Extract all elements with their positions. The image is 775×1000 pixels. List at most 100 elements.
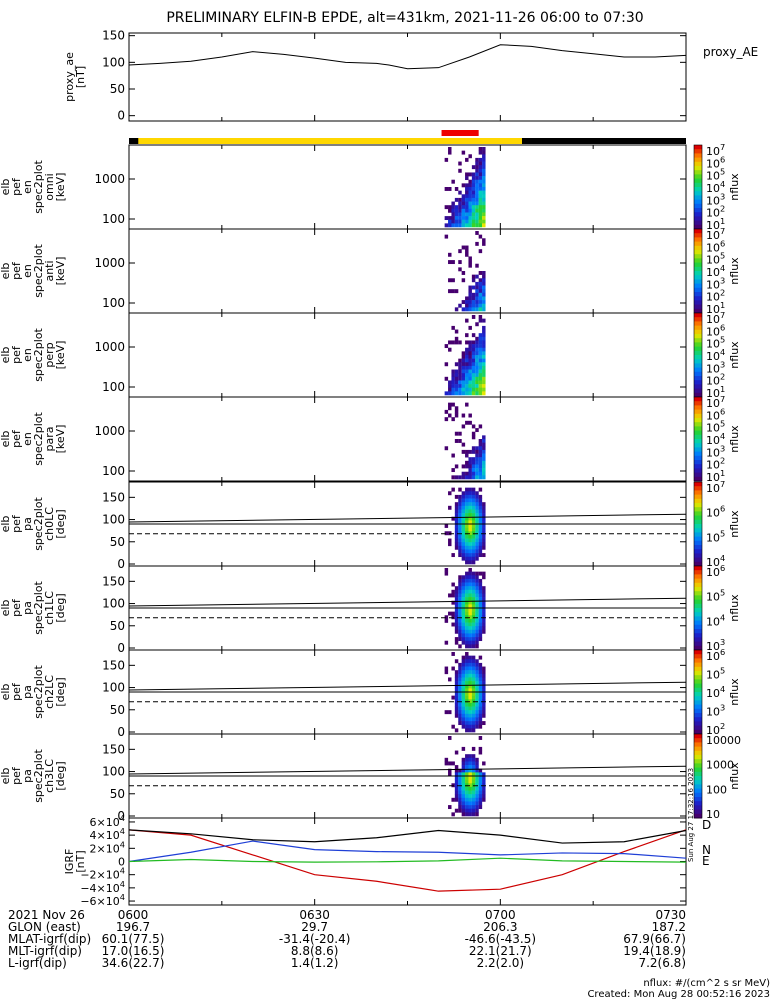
panel-perp-cbar-cell bbox=[694, 388, 702, 394]
panel-perp-cell bbox=[475, 351, 479, 356]
panel-anti-cell bbox=[482, 292, 486, 297]
panel-ch2LC-cell bbox=[468, 677, 472, 682]
panel-perp-cell bbox=[478, 340, 483, 345]
panel-perp-cell bbox=[465, 384, 469, 389]
panel-ch3LC-cell bbox=[468, 786, 472, 791]
panel-ch2LC-cell bbox=[468, 728, 472, 733]
panel-para-cell bbox=[458, 475, 462, 480]
panel-para-cbar-label: 101 bbox=[706, 468, 725, 484]
panel-ch2LC-cell bbox=[454, 673, 459, 678]
panel-omni-cbar-cell bbox=[694, 187, 702, 192]
panel-ch2LC-cell bbox=[465, 673, 469, 678]
panel-ch3LC-cell bbox=[451, 783, 455, 788]
panel-ch2LC-cell bbox=[475, 706, 479, 711]
panel-perp-cbar-cell bbox=[694, 325, 702, 331]
panel-ch2LC-cell bbox=[458, 670, 462, 675]
panel-ch2LC-cell bbox=[461, 717, 466, 722]
panel-perp-cell bbox=[448, 391, 452, 396]
panel-ch2LC-cell bbox=[458, 710, 462, 715]
panel-omni-cell bbox=[468, 154, 472, 159]
panel-ch1LC-cell bbox=[454, 626, 459, 631]
panel-omni-cell bbox=[471, 187, 476, 191]
panel-ch2LC-cbar-cell bbox=[694, 725, 702, 731]
panel-ch1LC-cbar-cell bbox=[694, 612, 702, 617]
panel-ch2LC-cell bbox=[451, 724, 455, 729]
panel-ch0LC-cell bbox=[475, 538, 479, 543]
panel-perp-ylabel-line: en bbox=[21, 348, 34, 362]
panel-perp-cell bbox=[482, 340, 486, 345]
panel-ch3LC-cell bbox=[478, 772, 483, 777]
panel-ch3LC-cell bbox=[458, 808, 462, 813]
panel-ch2LC-cell bbox=[471, 728, 476, 733]
panel-ch2LC-cbar-cell bbox=[694, 666, 702, 672]
panel-perp-cell bbox=[468, 384, 472, 389]
panel-omni-cell bbox=[471, 190, 476, 195]
panel-ch0LC-cbar-cell bbox=[694, 561, 702, 567]
panel-omni-zunit: nflux bbox=[728, 173, 741, 201]
panel-omni-ylabel-line: spec2plot bbox=[32, 160, 45, 214]
panel-ch1LC-cell bbox=[478, 608, 483, 612]
panel-perp-cell bbox=[458, 362, 462, 367]
panel-ch2LC-ytick-label: 150 bbox=[102, 658, 125, 672]
panel-ch0LC-cell bbox=[468, 534, 472, 539]
panel-anti-cell bbox=[444, 234, 449, 239]
panel-omni-cell bbox=[475, 172, 479, 177]
panel-ch0LC-ytick-label: 50 bbox=[110, 535, 125, 549]
panel-omni-cell bbox=[465, 208, 469, 213]
panel-anti-cell bbox=[482, 303, 486, 308]
panel-omni-cell bbox=[475, 205, 479, 210]
panel-para-cbar-cell bbox=[694, 464, 702, 469]
plot-title: PRELIMINARY ELFIN-B EPDE, alt=431km, 202… bbox=[166, 10, 643, 26]
panel-ch2LC-cell bbox=[482, 684, 486, 689]
panel-anti-cbar-label: 107 bbox=[706, 226, 725, 242]
panel-para-cell bbox=[468, 420, 472, 425]
panel-ch1LC-cell bbox=[461, 600, 466, 605]
panel-ch2LC-cell bbox=[471, 695, 476, 700]
panel-ch3LC-ytick-label: 0 bbox=[117, 809, 125, 823]
panel-ch3LC-cell bbox=[471, 805, 476, 810]
panel-perp-cell bbox=[468, 373, 472, 378]
panel-anti-cell bbox=[468, 296, 472, 301]
panel-ch0LC-cbar-cell bbox=[694, 494, 702, 500]
panel-ch3LC-cell bbox=[448, 768, 452, 773]
panel-omni-cell bbox=[458, 168, 462, 173]
panel-perp-cell bbox=[444, 362, 449, 367]
panel-ch1LC-cell bbox=[458, 597, 462, 602]
panel-ch3LC-ytick-label: 150 bbox=[102, 742, 125, 756]
panel-ch0LC-cell bbox=[461, 491, 466, 496]
panel-ch0LC-cell bbox=[468, 487, 472, 492]
panel-ch2LC-cell bbox=[461, 666, 466, 671]
panel-ch3LC-cell bbox=[468, 783, 472, 788]
panel-perp-cell bbox=[471, 333, 476, 338]
panel-ch2LC-cell bbox=[465, 724, 469, 729]
panel-ch3LC-cell bbox=[475, 812, 479, 817]
panel-ch0LC-cell bbox=[458, 524, 462, 528]
panel-ch1LC-cbar-cell bbox=[694, 633, 702, 638]
panel-anti-cbar-label: 103 bbox=[706, 275, 725, 291]
panel-ch2LC-cell bbox=[444, 670, 449, 675]
panel-anti-cbar-cell bbox=[694, 250, 702, 255]
panel-ch3LC-cell bbox=[471, 761, 476, 766]
panel-omni-cell bbox=[478, 150, 483, 155]
panel-ch2LC-cbar-label: 104 bbox=[706, 684, 725, 700]
panel-ch1LC-cell bbox=[471, 604, 476, 609]
panel-ch1LC-cell bbox=[461, 622, 466, 627]
panel-para-cell bbox=[448, 402, 452, 407]
panel-ch2LC-cell bbox=[482, 713, 486, 718]
panel-ch3LC-cell bbox=[454, 794, 459, 799]
panel-ch2LC-cell bbox=[465, 713, 469, 718]
panel-ch2LC-cell bbox=[471, 666, 476, 671]
panel-ch3LC-cbar-cell bbox=[694, 813, 702, 819]
panel-ch0LC-cell bbox=[475, 542, 479, 547]
panel-ch0LC-cell bbox=[454, 524, 459, 528]
panel-ch0LC-cell bbox=[458, 549, 462, 554]
panel-omni-cell bbox=[471, 208, 476, 213]
panel-ch1LC-cell bbox=[471, 586, 476, 591]
xrow-value: 0700 bbox=[485, 908, 516, 922]
panel-ch2LC-cell bbox=[454, 706, 459, 711]
panel-perp-cell bbox=[475, 369, 479, 374]
panel-anti-cell bbox=[482, 307, 486, 312]
panel-ch2LC-cell bbox=[471, 724, 476, 729]
panel-anti-cell bbox=[482, 296, 486, 301]
